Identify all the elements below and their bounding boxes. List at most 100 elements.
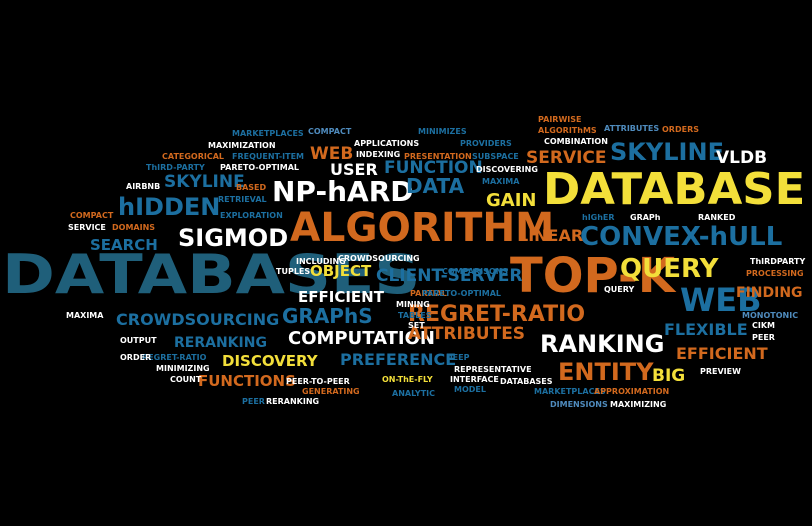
cloud-word: CLIENT-SERVER [376, 266, 523, 286]
cloud-word: DATABASES [500, 377, 553, 386]
cloud-word: ThIRD-PARTY [146, 163, 205, 172]
cloud-word: PEER-TO-PEER [286, 377, 350, 386]
cloud-word: APPLICATIONS [354, 139, 420, 148]
cloud-word: DISCOVERY [222, 352, 318, 370]
cloud-word: ALGORIThMS [538, 126, 597, 135]
cloud-word: SKYLINE [164, 172, 245, 192]
cloud-word: ON-ThE-FLY [382, 375, 433, 384]
cloud-word: CONVEX-hULL [580, 222, 783, 252]
cloud-word: MAXIMIZATION [208, 141, 276, 150]
cloud-word: MINIMIZING [156, 364, 210, 373]
cloud-word: ENTITY [558, 358, 654, 386]
cloud-word: FUNCTIONS [198, 372, 296, 390]
cloud-word: INDEXING [356, 150, 401, 159]
cloud-word: BASED [236, 183, 267, 192]
cloud-word: FLEXIBLE [664, 320, 748, 339]
cloud-word: MARKETPLACES [232, 129, 304, 138]
cloud-word: PAIRWISE [538, 115, 582, 124]
cloud-word: LINEAR [518, 226, 584, 245]
cloud-word: GRAPhS [282, 304, 373, 328]
cloud-word: COMBINATION [544, 137, 608, 146]
cloud-word: SIGMOD [178, 224, 289, 252]
cloud-word: PARTIAL [410, 289, 447, 298]
cloud-word: ALGORITHM [290, 205, 555, 251]
cloud-word: RANKING [540, 330, 665, 358]
cloud-word: MODEL [454, 385, 486, 394]
cloud-word: BIG [652, 366, 686, 386]
cloud-word: MINING [396, 300, 430, 309]
cloud-word: EFFICIENT [298, 288, 384, 306]
cloud-word: TABLES [398, 311, 432, 320]
cloud-word: REPRESENTATIVE [454, 365, 532, 374]
cloud-word: FREQUENT-ITEM [232, 152, 305, 161]
cloud-word: RANKED [698, 213, 736, 222]
cloud-word: ATTRIBUTES [408, 324, 526, 344]
cloud-word: ORDER [120, 353, 152, 362]
cloud-word: COMPACT [308, 127, 352, 136]
cloud-word: GRAPh [630, 213, 661, 222]
cloud-word: QUERY [604, 285, 635, 294]
cloud-word: REGRET-RATIO [408, 302, 586, 327]
cloud-word: CROWDSOURCING [116, 310, 280, 329]
cloud-word: OUTPUT [120, 336, 157, 345]
cloud-word: PROVIDERS [460, 139, 512, 148]
cloud-word: MAXIMIZING [610, 400, 667, 409]
cloud-word: SUBSPACE [472, 152, 519, 161]
cloud-word: DATA [406, 174, 465, 198]
cloud-word: DOMAINS [112, 223, 156, 232]
cloud-word: DATABASE [543, 164, 806, 215]
cloud-word: OBJECT [310, 262, 372, 280]
cloud-word: MINIMIZES [418, 127, 467, 136]
cloud-word: MONOTONIC [742, 311, 799, 320]
cloud-word: COMPACT [70, 211, 114, 220]
cloud-word: WEB [680, 281, 762, 319]
cloud-word: PEER [752, 333, 775, 342]
cloud-word: INTERFACE [450, 375, 499, 384]
cloud-word: DIMENSIONS [550, 400, 608, 409]
cloud-word: WEB [310, 144, 354, 164]
cloud-word: CROWDSOURCING [338, 254, 420, 263]
cloud-word: MAXIMA [66, 311, 104, 320]
cloud-word: COMPUTATION [288, 328, 435, 349]
cloud-word: ORDERS [662, 125, 699, 134]
cloud-word: QUERY [620, 254, 719, 284]
cloud-word: PREFERENCE [340, 350, 457, 369]
cloud-word: ATTRIBUTES [604, 124, 660, 133]
cloud-word: PROCESSING [746, 269, 804, 278]
cloud-word: INCLUDING [296, 257, 346, 266]
cloud-word: USER [330, 160, 378, 179]
cloud-word: hIDDEN [118, 193, 221, 221]
cloud-word: NP-hARD [272, 175, 414, 208]
cloud-word: PARETO-OPTIMAL [422, 289, 502, 298]
cloud-word: GAIN [486, 190, 537, 211]
cloud-word: COUNT [170, 375, 202, 384]
cloud-word: CATEGORICAL [162, 152, 225, 161]
cloud-word: APPROXIMATION [594, 387, 670, 396]
cloud-word: FINDING [736, 285, 803, 301]
cloud-word: EFFICIENT [676, 344, 768, 363]
cloud-word: ANALYTIC [392, 389, 436, 398]
cloud-word: GENERATING [302, 387, 360, 396]
cloud-word: VLDB [716, 148, 768, 168]
cloud-word: SET [408, 321, 425, 330]
cloud-word: SERVICE [68, 223, 106, 232]
cloud-word: FUNCTION [384, 158, 483, 178]
cloud-word: TOP-K [510, 248, 675, 304]
cloud-word: RERANKING [266, 397, 320, 406]
cloud-word: DATABASES [2, 243, 421, 306]
cloud-word: DEEP [446, 353, 470, 362]
cloud-word: PARETO-OPTIMAL [220, 163, 300, 172]
cloud-word: COMPARISONS [442, 267, 509, 276]
cloud-word: SEARCH [90, 236, 158, 254]
cloud-word: SKYLINE [610, 138, 724, 166]
cloud-word: DISCOVERING [476, 165, 538, 174]
cloud-word: ThIRDPARTY [750, 257, 806, 266]
cloud-word: CIKM [752, 321, 776, 330]
cloud-word: RETRIEVAL [218, 195, 267, 204]
cloud-word: EXPLORATION [220, 211, 283, 220]
cloud-word: MAXIMA [482, 177, 520, 186]
cloud-word: PREVIEW [700, 367, 741, 376]
cloud-word: SERVICE [526, 148, 607, 168]
cloud-word: TUPLES [276, 267, 311, 276]
